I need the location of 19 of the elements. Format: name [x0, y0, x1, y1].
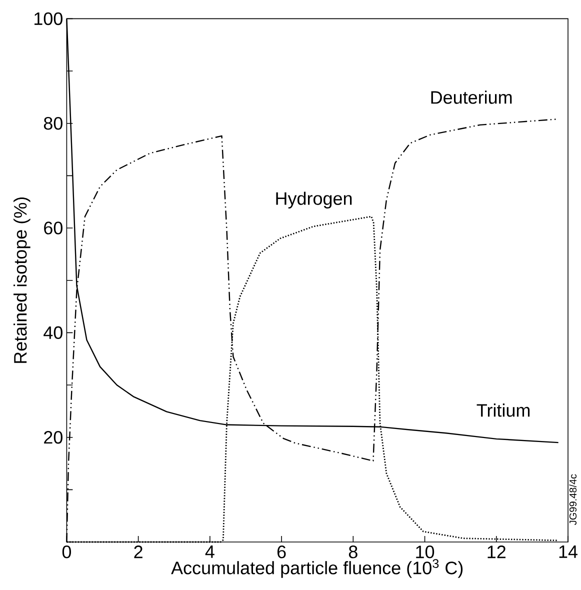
x-axis-title: Accumulated particle fluence (10$^{3}$ C)	[170, 559, 462, 578]
x-tick-label: 12	[488, 546, 506, 558]
x-tick-label: 6	[277, 546, 286, 558]
y-tick-label: 20	[44, 430, 62, 444]
y-tick-label: 60	[44, 222, 62, 234]
series-label: Hydrogen	[276, 192, 352, 209]
y-tick-label: 40	[43, 326, 62, 340]
series-label: Deuterium	[431, 90, 512, 104]
series-label: Tritium	[476, 404, 530, 417]
y-tick-label: 80	[44, 116, 62, 130]
x-tick-label: 2	[134, 546, 142, 558]
x-tick-label: 10	[416, 546, 434, 558]
x-tick-label: 8	[348, 546, 358, 558]
y-axis-title: Retained isotope (%)	[13, 197, 30, 363]
x-tick-label: 0	[62, 546, 71, 558]
x-tick-label: 14	[559, 546, 578, 558]
y-tick-label: 100	[34, 12, 62, 26]
text: JG99.48/4c	[569, 474, 576, 525]
x-tick-label: 4	[205, 546, 214, 558]
